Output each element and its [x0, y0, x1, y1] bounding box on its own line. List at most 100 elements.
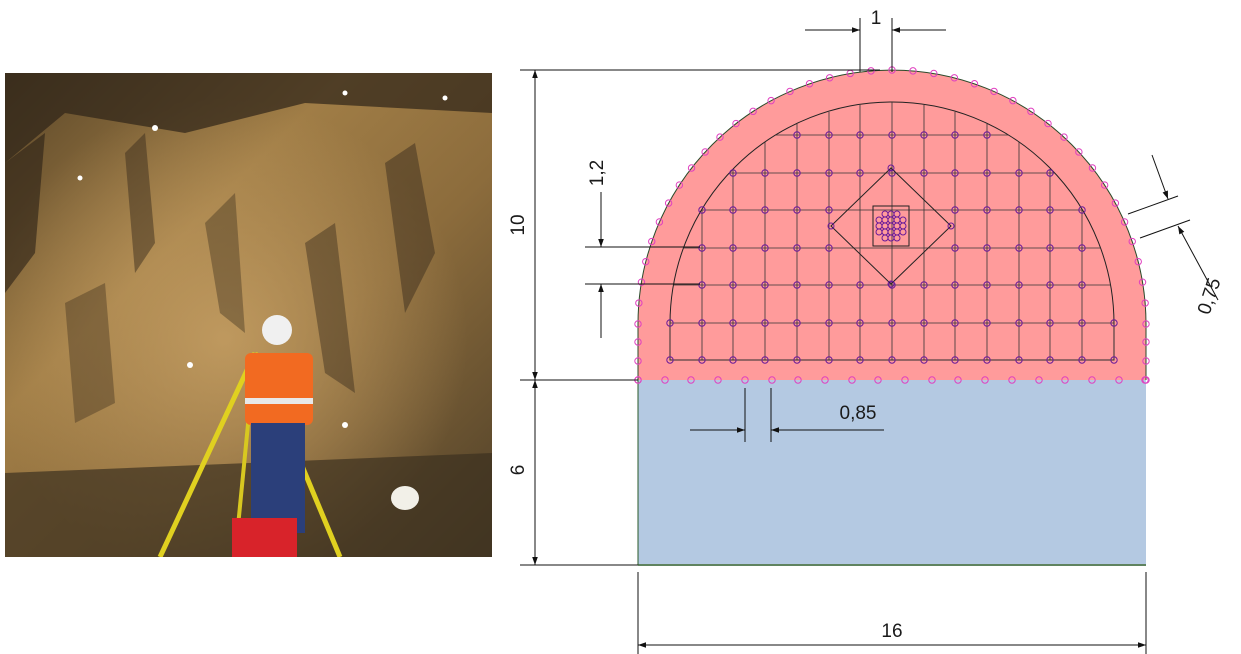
cut-diamond-outer — [830, 167, 952, 285]
grid-hole — [761, 319, 769, 327]
perimeter-hole — [930, 69, 938, 78]
grid-hole — [983, 169, 991, 177]
grid-hole — [1046, 244, 1054, 252]
grid-hole — [856, 169, 864, 177]
grid-hole — [1110, 319, 1118, 327]
floor-hole — [981, 376, 989, 384]
floor-line-holes — [634, 376, 1149, 384]
perimeter-hole — [664, 199, 673, 207]
grid-hole — [951, 356, 959, 364]
dim-label-lower-height: 6 — [508, 465, 529, 476]
perimeter-hole — [637, 278, 646, 286]
floor-hole — [1088, 376, 1096, 384]
perimeter-hole — [1075, 148, 1083, 156]
perimeter-hole — [687, 164, 696, 172]
grid-hole — [1046, 206, 1054, 214]
grid-hole — [729, 169, 737, 177]
grid-hole — [825, 356, 833, 364]
grid-hole — [920, 131, 928, 139]
floor-hole — [954, 376, 962, 384]
floor-hole — [768, 376, 776, 384]
inner-arch-outline — [669, 101, 1115, 361]
grid-hole — [825, 244, 833, 252]
grid-hole — [825, 131, 833, 139]
grid-hole — [1015, 356, 1023, 364]
grid-hole — [761, 169, 769, 177]
grid-hole — [888, 169, 896, 177]
perimeter-hole — [675, 181, 684, 189]
floor-hole — [1008, 376, 1016, 384]
grid-hole — [856, 319, 864, 327]
grid-hole — [1015, 244, 1023, 252]
dimension-vertical-spacing: 1,2 — [585, 160, 700, 338]
perimeter-hole — [950, 74, 959, 82]
perimeter-hole — [749, 107, 757, 116]
perimeter-hole — [1009, 96, 1017, 105]
dimension-bottom-width: 16 — [637, 572, 1147, 654]
grid-hole — [666, 319, 674, 327]
dim-label-bottom-spacing: 0,85 — [840, 403, 877, 424]
grid-hole — [1046, 356, 1054, 364]
perimeter-hole — [970, 80, 979, 88]
cut-hole — [827, 222, 835, 230]
grid-hole — [1015, 319, 1023, 327]
floor-hole — [901, 376, 909, 384]
perimeter-hole — [767, 96, 775, 105]
grid-hole — [793, 244, 801, 252]
grid-hole — [983, 356, 991, 364]
perimeter-hole — [1027, 107, 1035, 116]
cut-hole — [887, 280, 895, 288]
grid-hole — [761, 356, 769, 364]
grid-hole — [793, 281, 801, 289]
grid-hole — [888, 281, 896, 289]
grid-hole — [888, 131, 896, 139]
grid-hole — [1110, 356, 1118, 364]
grid-hole — [1078, 319, 1086, 327]
perimeter-hole — [990, 87, 998, 96]
perimeter-hole — [1134, 257, 1142, 266]
floor-hole — [794, 376, 802, 384]
grid-hole — [951, 206, 959, 214]
grid-hole — [983, 244, 991, 252]
perimeter-hole — [1141, 299, 1149, 307]
grid-hole — [825, 169, 833, 177]
perimeter-hole — [1142, 357, 1150, 365]
perimeter-hole — [634, 320, 642, 328]
floor-hole — [714, 376, 722, 384]
perimeter-hole — [701, 148, 709, 156]
floor-hole — [1061, 376, 1069, 384]
floor-hole — [741, 376, 749, 384]
perimeter-hole — [1044, 119, 1052, 128]
grid-hole — [698, 206, 706, 214]
grid-hole — [983, 131, 991, 139]
cut-hole-cluster — [827, 164, 955, 288]
grid-hole — [1046, 281, 1054, 289]
grid-hole — [1046, 169, 1054, 177]
dim-label-bottom-width: 16 — [881, 621, 902, 642]
perimeter-hole — [1100, 181, 1109, 189]
grid-hole — [793, 206, 801, 214]
perimeter-hole — [732, 119, 740, 128]
grid-hole — [729, 356, 737, 364]
dimension-top-width: 1 — [805, 8, 946, 72]
grid-hole — [920, 356, 928, 364]
grid-hole — [793, 169, 801, 177]
floor-hole — [928, 376, 936, 384]
grid-hole — [920, 281, 928, 289]
grid-hole — [983, 319, 991, 327]
perimeter-hole — [909, 67, 917, 75]
lower-zone — [638, 380, 1146, 564]
grid-hole — [951, 281, 959, 289]
grid-hole — [1078, 356, 1086, 364]
grid-hole — [761, 206, 769, 214]
tunnel-face-photo — [5, 73, 492, 557]
grid-hole — [856, 356, 864, 364]
grid-hole — [825, 319, 833, 327]
grid-hole — [729, 206, 737, 214]
perimeter-hole — [786, 87, 794, 96]
perimeter-hole — [1142, 320, 1150, 328]
grid-hole — [761, 281, 769, 289]
grid-hole — [793, 319, 801, 327]
perimeter-hole — [1060, 133, 1068, 141]
